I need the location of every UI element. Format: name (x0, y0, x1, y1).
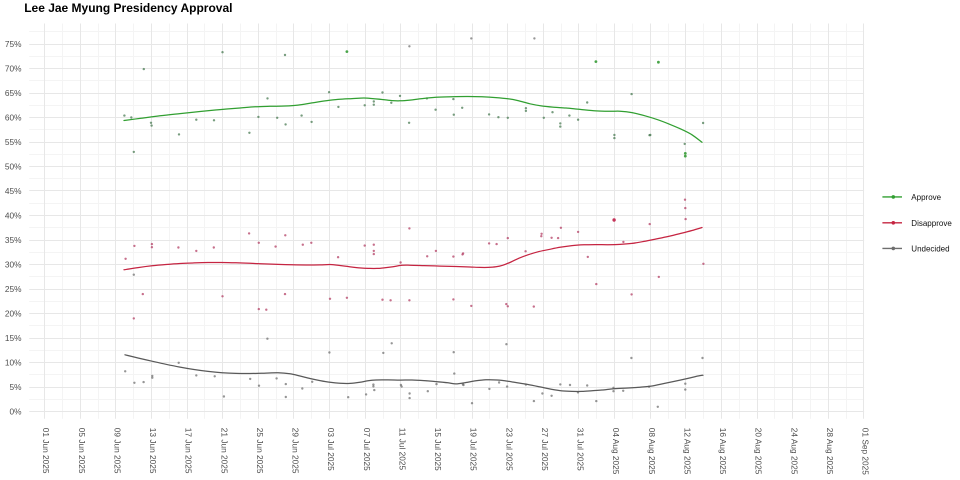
svg-text:25%: 25% (5, 284, 22, 294)
svg-text:65%: 65% (5, 88, 22, 98)
svg-text:28 Aug 2025: 28 Aug 2025 (825, 428, 835, 475)
svg-text:15 Jul 2025: 15 Jul 2025 (433, 428, 443, 471)
svg-text:75%: 75% (5, 39, 22, 49)
svg-text:03 Jul 2025: 03 Jul 2025 (326, 428, 336, 471)
svg-text:70%: 70% (5, 64, 22, 74)
svg-text:13 Jun 2025: 13 Jun 2025 (148, 428, 158, 474)
svg-text:24 Aug 2025: 24 Aug 2025 (789, 428, 799, 475)
svg-text:11 Jul 2025: 11 Jul 2025 (398, 428, 408, 471)
svg-text:55%: 55% (5, 137, 22, 147)
svg-text:01 Jun 2025: 01 Jun 2025 (41, 428, 51, 474)
svg-text:45%: 45% (5, 186, 22, 196)
svg-text:Disapprove: Disapprove (911, 219, 952, 228)
svg-text:09 Jun 2025: 09 Jun 2025 (113, 428, 123, 474)
svg-text:05 Jun 2025: 05 Jun 2025 (77, 428, 87, 474)
svg-text:15%: 15% (5, 333, 22, 343)
svg-text:Lee Jae Myung Presidency Appro: Lee Jae Myung Presidency Approval (24, 1, 232, 15)
svg-text:30%: 30% (5, 260, 22, 270)
svg-text:Undecided: Undecided (911, 245, 949, 254)
svg-text:20 Aug 2025: 20 Aug 2025 (754, 428, 764, 475)
svg-text:0%: 0% (10, 407, 23, 417)
svg-text:04 Aug 2025: 04 Aug 2025 (611, 428, 621, 475)
svg-text:21 Jun 2025: 21 Jun 2025 (219, 428, 229, 474)
svg-text:40%: 40% (5, 211, 22, 221)
svg-text:29 Jun 2025: 29 Jun 2025 (291, 428, 301, 474)
svg-text:Approve: Approve (911, 193, 941, 202)
svg-text:5%: 5% (10, 382, 23, 392)
svg-text:07 Jul 2025: 07 Jul 2025 (362, 428, 372, 471)
svg-text:31 Jul 2025: 31 Jul 2025 (576, 428, 586, 471)
svg-text:20%: 20% (5, 309, 22, 319)
svg-text:19 Jul 2025: 19 Jul 2025 (469, 428, 479, 471)
svg-text:25 Jun 2025: 25 Jun 2025 (255, 428, 265, 474)
svg-text:10%: 10% (5, 358, 22, 368)
svg-text:01 Sep 2025: 01 Sep 2025 (861, 428, 871, 475)
svg-text:60%: 60% (5, 113, 22, 123)
svg-text:27 Jul 2025: 27 Jul 2025 (540, 428, 550, 471)
svg-text:08 Aug 2025: 08 Aug 2025 (647, 428, 657, 475)
svg-text:12 Aug 2025: 12 Aug 2025 (683, 428, 693, 475)
svg-text:16 Aug 2025: 16 Aug 2025 (718, 428, 728, 475)
svg-text:50%: 50% (5, 162, 22, 172)
svg-text:23 Jul 2025: 23 Jul 2025 (504, 428, 514, 471)
svg-text:17 Jun 2025: 17 Jun 2025 (184, 428, 194, 474)
svg-text:35%: 35% (5, 235, 22, 245)
